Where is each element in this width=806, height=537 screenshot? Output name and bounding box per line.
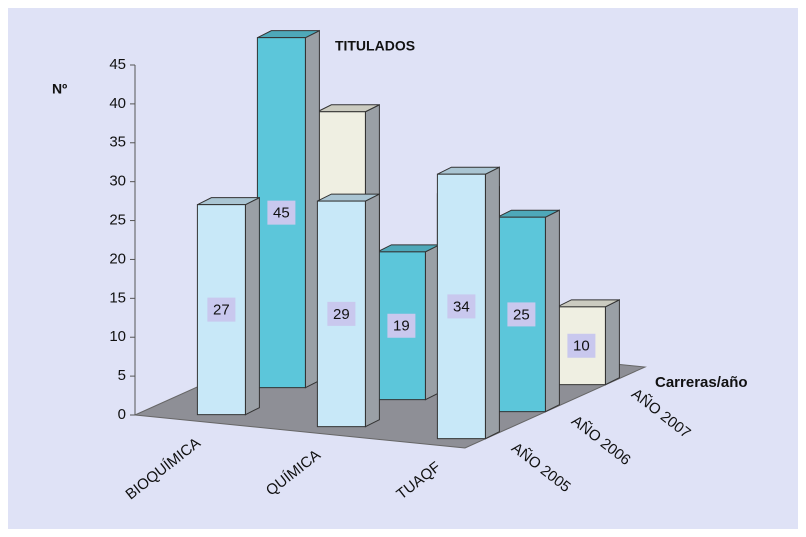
y-tick-label: 35 xyxy=(109,134,126,151)
bar-side xyxy=(484,166,500,440)
y-tick-label: 15 xyxy=(109,289,126,306)
bar xyxy=(376,244,440,401)
data-label: 45 xyxy=(273,205,290,222)
y-tick-label: 45 xyxy=(109,56,126,73)
y-tick-label: 25 xyxy=(109,212,126,229)
data-label: 19 xyxy=(393,318,410,335)
y-tick-label: 40 xyxy=(109,95,126,112)
bar xyxy=(316,193,380,428)
data-label-box xyxy=(387,313,416,338)
data-label: 34 xyxy=(453,298,470,315)
y-axis-label: Nº xyxy=(52,81,67,97)
y-tick-label: 10 xyxy=(109,328,126,345)
data-label-box xyxy=(327,301,356,326)
data-label-box xyxy=(447,294,476,319)
data-label: 27 xyxy=(213,302,230,319)
y-tick-label: 0 xyxy=(118,406,126,423)
data-label-box xyxy=(507,302,536,327)
y-tick-label: 30 xyxy=(109,173,126,190)
bar-side xyxy=(544,209,560,413)
y-tick-label: 5 xyxy=(118,367,126,384)
data-label: 25 xyxy=(513,306,530,323)
depth-axis-label: Carreras/año xyxy=(655,374,748,391)
data-label-box xyxy=(567,333,596,358)
data-label: 10 xyxy=(573,338,590,355)
data-label-box xyxy=(267,200,296,225)
bar-side xyxy=(604,299,620,386)
y-tick-label: 20 xyxy=(109,250,126,267)
chart-title: TITULADOS xyxy=(335,38,415,54)
data-label-box xyxy=(207,297,236,322)
bar-side xyxy=(244,196,260,416)
bar xyxy=(496,209,560,413)
data-label: 29 xyxy=(333,306,350,323)
bar-side xyxy=(364,193,380,428)
